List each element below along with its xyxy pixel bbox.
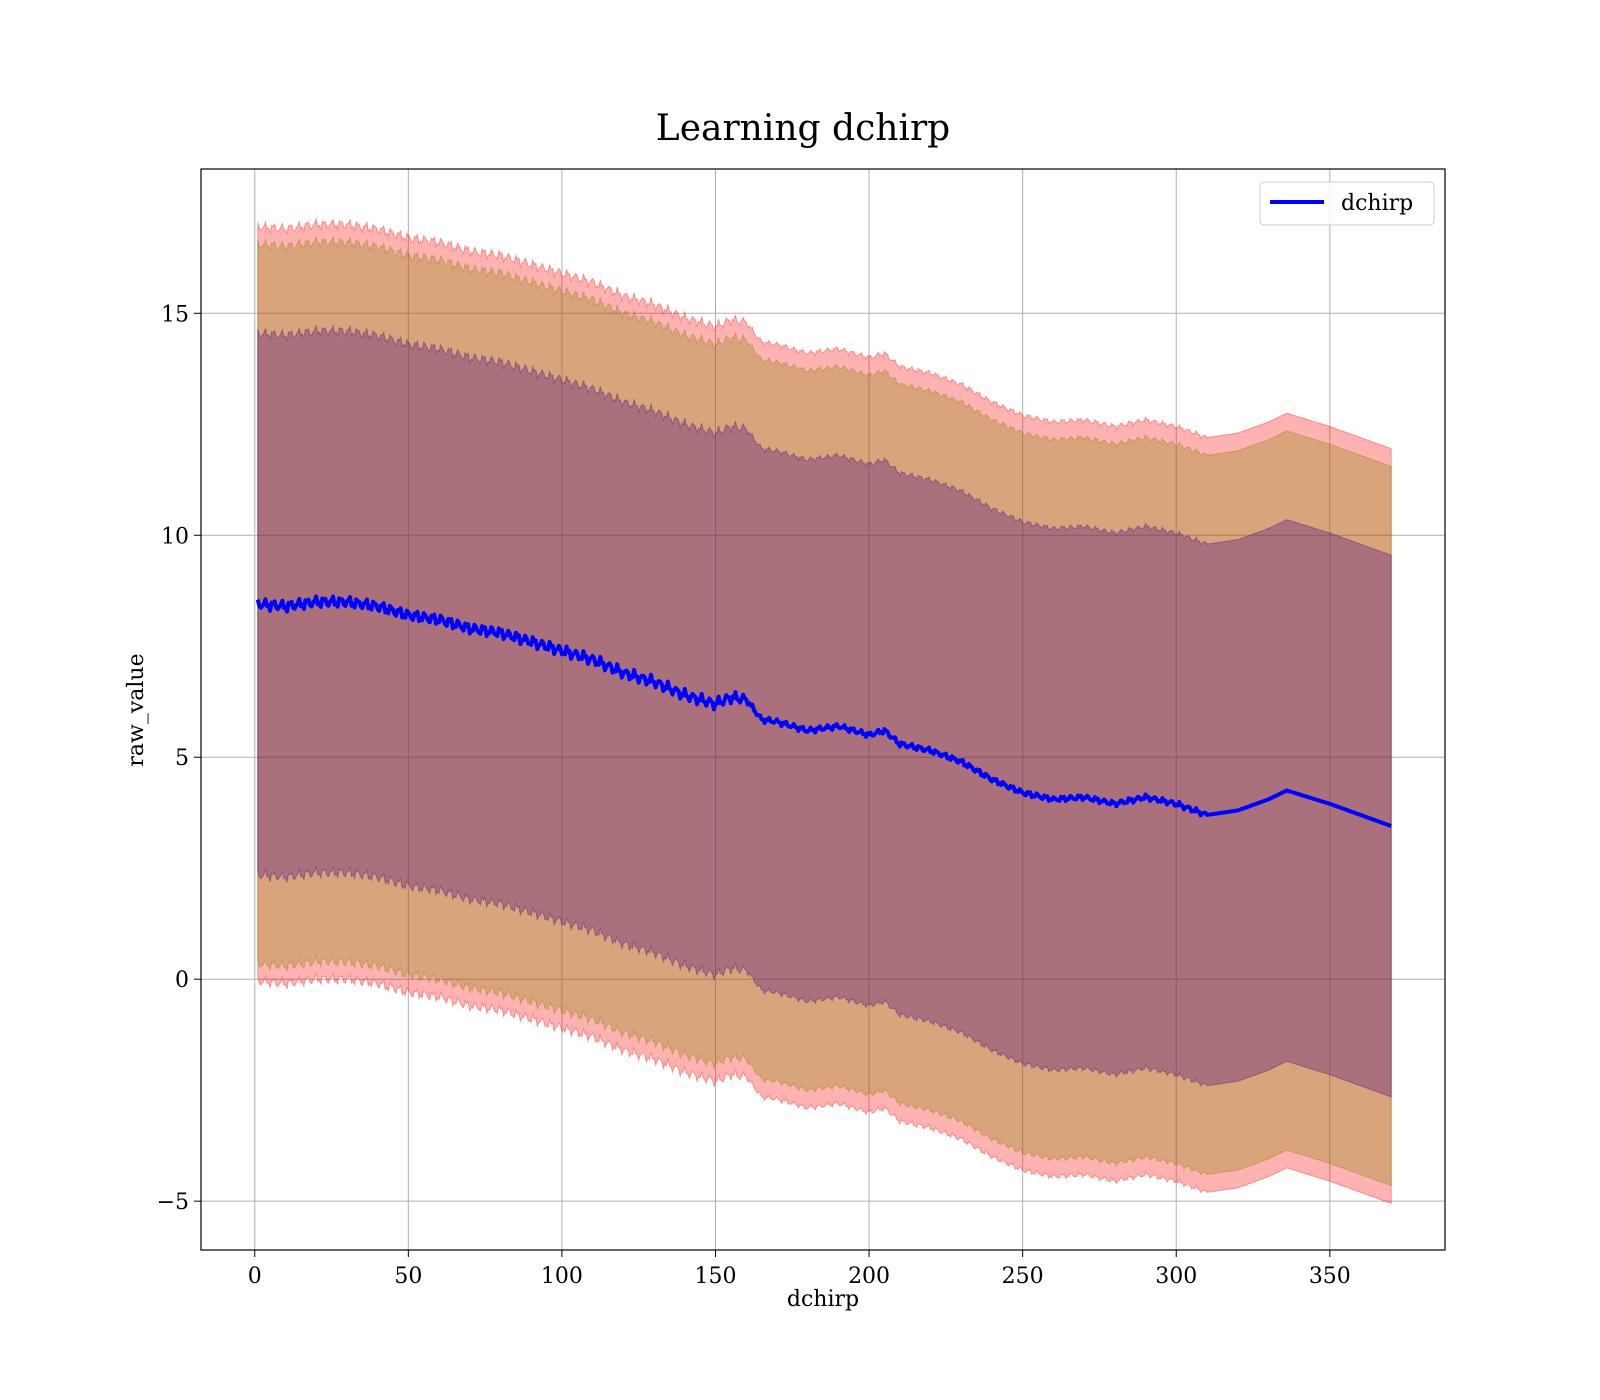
x-tick-label: 200 bbox=[848, 1264, 890, 1289]
x-tick-label: 350 bbox=[1309, 1264, 1351, 1289]
series-lines bbox=[255, 594, 1392, 828]
x-tick-label: 150 bbox=[694, 1264, 736, 1289]
confidence-bands bbox=[257, 217, 1392, 1205]
y-tick-label: 15 bbox=[161, 302, 189, 327]
y-axis-label: raw_value bbox=[124, 653, 149, 766]
x-axis-ticks: 0 50 100 150 200 250 300 350 bbox=[248, 1250, 1351, 1289]
confidence-band-2 bbox=[257, 235, 1392, 1187]
x-tick-label: 50 bbox=[394, 1264, 422, 1289]
y-tick-label: 5 bbox=[175, 746, 189, 771]
x-tick-label: 300 bbox=[1155, 1264, 1197, 1289]
plot-frame bbox=[200, 168, 1446, 1251]
chart-title: Learning dchirp bbox=[656, 108, 950, 149]
x-axis-label: dchirp bbox=[787, 1287, 859, 1312]
y-tick-label: −5 bbox=[157, 1190, 189, 1215]
grid-lines bbox=[201, 169, 1445, 1250]
x-tick-label: 100 bbox=[541, 1264, 583, 1289]
legend-label-dchirp: dchirp bbox=[1341, 191, 1413, 216]
y-axis-ticks: −5 0 5 10 15 bbox=[157, 302, 201, 1215]
series-line-dchirp bbox=[255, 594, 1392, 828]
confidence-band-3 bbox=[257, 323, 1392, 1098]
legend: dchirp bbox=[1259, 181, 1435, 226]
x-tick-label: 0 bbox=[248, 1264, 262, 1289]
legend-box bbox=[1259, 181, 1435, 226]
y-tick-label: 0 bbox=[175, 968, 189, 993]
y-tick-label: 10 bbox=[161, 524, 189, 549]
x-tick-label: 250 bbox=[1002, 1264, 1044, 1289]
confidence-band-1 bbox=[257, 217, 1392, 1205]
